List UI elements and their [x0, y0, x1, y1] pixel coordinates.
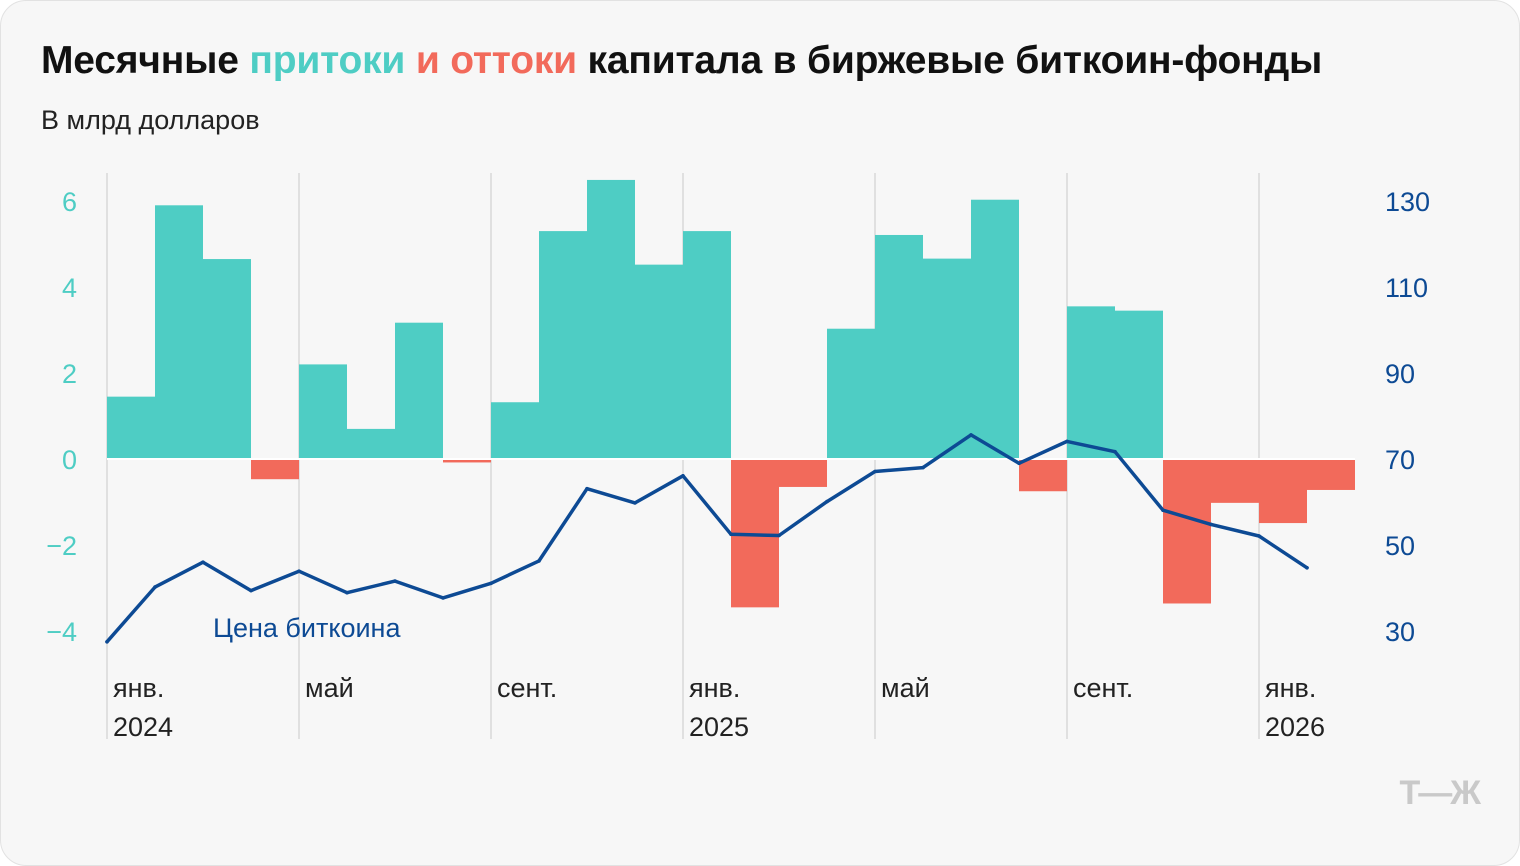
price-point-24 [1257, 534, 1261, 538]
y-right-tick-0: 130 [1385, 187, 1430, 217]
y-left-tick-0: 6 [62, 187, 77, 217]
x-tick-month-1: май [305, 673, 354, 703]
bar-10 [587, 179, 635, 459]
price-point-2 [201, 560, 205, 564]
x-tick-month-6: янв. [1265, 673, 1316, 703]
bar-19 [1019, 459, 1067, 492]
bar-25 [1307, 459, 1355, 490]
bar-17 [923, 258, 971, 459]
price-point-17 [921, 465, 925, 470]
price-point-14 [777, 533, 781, 538]
left-axis: 6 4 2 0 −2 −4 [46, 187, 77, 647]
price-point-21 [1113, 449, 1117, 454]
bar-6 [395, 322, 443, 459]
x-tick-month-2: сент. [497, 673, 557, 703]
x-tick-month-5: сент. [1073, 673, 1133, 703]
bar-11 [635, 264, 683, 459]
price-point-10 [585, 486, 589, 491]
chart-title: Месячные притоки и оттоки капитала в бир… [41, 39, 1322, 83]
y-right-tick-5: 30 [1385, 617, 1415, 647]
price-point-25 [1305, 566, 1309, 570]
y-right-tick-2: 90 [1385, 359, 1415, 389]
price-point-18 [969, 433, 973, 437]
bar-1 [155, 205, 203, 459]
bar-12 [683, 231, 731, 459]
price-line-layer [105, 433, 1309, 644]
price-point-8 [489, 581, 493, 586]
bar-23 [1211, 459, 1259, 503]
title-inflows: притоки [249, 39, 406, 82]
bar-18 [971, 199, 1019, 459]
price-point-12 [681, 474, 685, 478]
price-point-6 [393, 579, 397, 583]
title-part-1: Месячные [41, 39, 250, 82]
price-point-9 [537, 559, 541, 563]
y-right-tick-1: 110 [1385, 273, 1428, 303]
x-tick-month-3: янв. [689, 673, 740, 703]
x-tick-month-4: май [881, 673, 930, 703]
chart-subtitle: В млрд долларов [41, 105, 260, 135]
right-axis: 130 110 90 70 50 30 [1385, 187, 1430, 647]
price-point-7 [441, 596, 445, 600]
price-point-0 [105, 640, 109, 644]
price-point-1 [153, 585, 157, 589]
y-left-tick-5: −4 [46, 617, 77, 647]
x-tick-year-3: 2025 [689, 712, 749, 742]
bar-4 [299, 364, 347, 459]
y-left-tick-2: 2 [62, 359, 77, 389]
bar-9 [539, 231, 587, 459]
title-outflows: и оттоки [415, 39, 577, 82]
bar-14 [779, 459, 827, 487]
y-right-tick-4: 50 [1385, 531, 1415, 561]
x-tick-year-6: 2026 [1265, 712, 1325, 742]
price-line [105, 433, 1309, 644]
price-point-22 [1161, 508, 1165, 512]
bar-5 [347, 428, 395, 459]
bar-7 [443, 459, 491, 463]
y-left-tick-3: 0 [62, 445, 77, 475]
y-right-tick-3: 70 [1385, 445, 1415, 475]
price-point-23 [1209, 522, 1213, 527]
price-point-16 [873, 469, 877, 474]
price-point-19 [1017, 461, 1021, 466]
x-tick-month-0: янв. [113, 673, 164, 703]
bar-15 [827, 328, 875, 459]
title-part-3: капитала в биржевые биткоин-фонды [576, 39, 1323, 82]
bar-24 [1259, 459, 1307, 524]
price-point-4 [297, 569, 301, 573]
x-axis: янв. 2024 май сент. янв. 2025 май сент. янв. 2026 [113, 673, 1325, 742]
price-point-11 [633, 501, 637, 505]
bars-layer [107, 179, 1355, 608]
price-point-5 [345, 590, 349, 595]
bar-0 [107, 396, 155, 459]
bar-3 [251, 459, 299, 480]
price-point-3 [249, 588, 253, 593]
price-point-15 [825, 499, 829, 504]
y-left-tick-1: 4 [62, 273, 77, 303]
y-left-tick-4: −2 [46, 531, 77, 561]
bar-21 [1115, 310, 1163, 459]
bar-2 [203, 259, 251, 459]
tzh-logo: Т—Ж [1399, 774, 1481, 812]
bar-8 [491, 402, 539, 459]
bar-20 [1067, 306, 1115, 459]
price-line-label: Цена биткоина [213, 613, 401, 643]
bar-16 [875, 234, 923, 459]
bar-22 [1163, 459, 1211, 604]
x-tick-year-0: 2024 [113, 712, 173, 742]
price-point-13 [729, 532, 733, 537]
price-point-20 [1065, 439, 1069, 444]
